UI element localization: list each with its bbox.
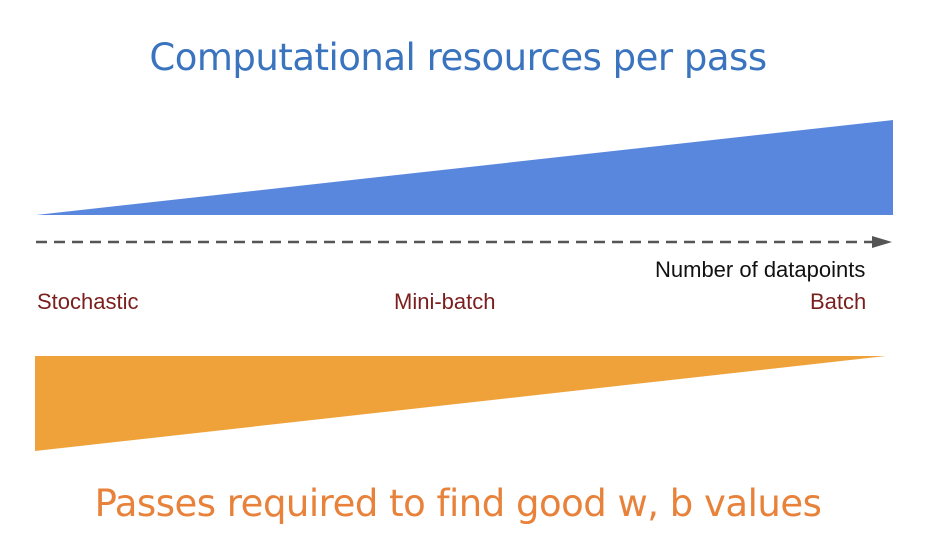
passes-title: Passes required to find good w, b values (94, 482, 822, 525)
category-batch: Batch (810, 289, 867, 314)
category-minibatch: Mini-batch (394, 289, 496, 314)
category-stochastic: Stochastic (37, 289, 139, 314)
resources-title: Computational resources per pass (149, 36, 767, 79)
passes-wedge (35, 356, 886, 451)
axis-label: Number of datapoints (655, 257, 866, 282)
resources-wedge (36, 120, 893, 215)
datapoints-axis-arrowhead (872, 236, 892, 248)
